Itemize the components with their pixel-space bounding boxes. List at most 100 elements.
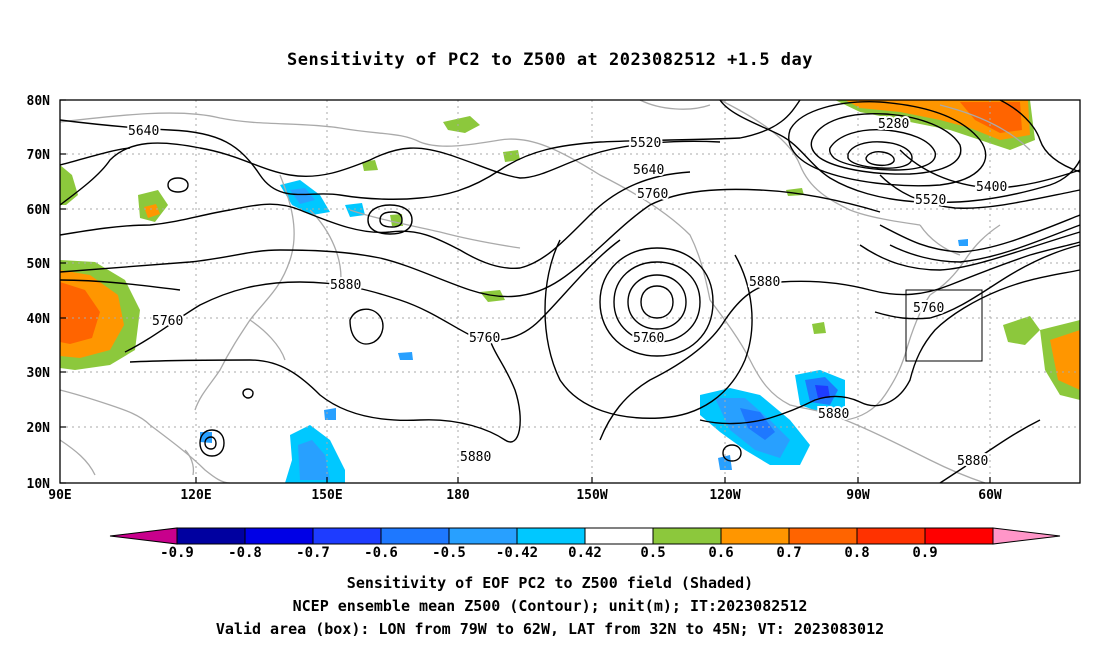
contour-low-ring-3 — [627, 274, 687, 330]
tick-marks — [60, 99, 991, 484]
contour-west-2 — [59, 279, 181, 291]
shade-blue-small-3 — [718, 455, 732, 470]
colorbar-arrow-high — [992, 527, 1061, 545]
contour-label-5640-mid: 5640 — [633, 163, 664, 178]
contour-low-ring-4 — [640, 285, 674, 319]
contour-label-5880-gulf: 5880 — [818, 407, 849, 422]
shade-blue-small-4 — [958, 239, 968, 246]
contour-5640-south — [59, 171, 691, 270]
caption-shaded: Sensitivity of EOF PC2 to Z500 field (Sh… — [346, 574, 754, 592]
contour-bering-ring — [367, 204, 413, 235]
lat-label: 40N — [27, 312, 51, 327]
contour-arctic-ring-3 — [828, 128, 936, 171]
colorbar-segment — [720, 527, 790, 545]
contour-5640-north — [59, 99, 801, 200]
contour-atl-5880 — [939, 419, 1041, 484]
contour-label-5880-atl: 5880 — [957, 454, 988, 469]
contour-5880-south — [129, 339, 521, 443]
lon-label: 90E — [48, 488, 71, 503]
contour-5880-gulf — [699, 269, 1081, 425]
shade-blue-gulf-3 — [815, 385, 830, 398]
shade-asia-red — [60, 282, 100, 344]
colorbar-label: 0.42 — [568, 545, 602, 561]
colorbar-label: 0.6 — [708, 545, 733, 561]
lat-label: 10N — [27, 477, 51, 492]
colorbar-arrow-low — [109, 527, 178, 545]
colorbar-label: 0.5 — [640, 545, 665, 561]
contour-small-ring — [167, 177, 189, 193]
contour-arctic-ring-5 — [865, 151, 895, 167]
map-figure: 5640 5520 5640 5760 5280 5400 5520 5880 … — [27, 94, 1081, 561]
contour-label-5760-box: 5760 — [913, 301, 944, 316]
colorbar-segment — [244, 527, 314, 545]
contour-label-5760-asia: 5760 — [152, 314, 183, 329]
colorbar-label: 0.8 — [844, 545, 869, 561]
lon-label: 90W — [846, 488, 870, 503]
shade-blue-small-1 — [398, 352, 413, 360]
longitude-labels: 90E 120E 150E 180 150W 120W 90W 60W — [48, 488, 1002, 503]
colorbar-labels: -0.9 -0.8 -0.7 -0.6 -0.5 -0.42 0.42 0.5 … — [160, 545, 938, 561]
shade-orange-patch-2 — [144, 204, 160, 218]
contour-label-5880-south: 5880 — [460, 450, 491, 465]
colorbar-segment — [380, 527, 450, 545]
z500-contours — [59, 99, 1081, 484]
colorbar-label: -0.7 — [296, 545, 330, 561]
contour-arctic-outer — [719, 99, 1081, 204]
shade-green-patch-4 — [503, 150, 520, 162]
lon-label: 60W — [978, 488, 1002, 503]
caption-valid-area: Valid area (box): LON from 79W to 62W, L… — [215, 620, 885, 638]
contour-label-5880-na: 5880 — [749, 275, 780, 290]
caption-contour: NCEP ensemble mean Z500 (Contour); unit(… — [292, 597, 808, 615]
shade-arctic-east-red — [960, 102, 1022, 133]
shade-atl-orange — [1050, 330, 1080, 390]
colorbar-label: 0.9 — [912, 545, 937, 561]
contour-label-5640-west: 5640 — [128, 124, 159, 139]
colorbar-label: 0.7 — [776, 545, 801, 561]
colorbar-segment — [176, 527, 246, 545]
sensitivity-shading — [60, 100, 1080, 483]
colorbar-segment — [788, 527, 858, 545]
graticule — [60, 100, 1080, 483]
colorbar-segment — [516, 527, 586, 545]
lat-label: 20N — [27, 421, 51, 436]
shade-green-patch-5 — [362, 160, 378, 171]
lon-label: 120W — [709, 488, 740, 503]
contour-label-5760-low: 5760 — [633, 331, 664, 346]
lat-label: 60N — [27, 203, 51, 218]
contour-arctic-outer-2 — [999, 99, 1081, 173]
contour-south-ring-3 — [722, 444, 742, 462]
contour-low-ring-1 — [599, 247, 714, 357]
contour-5520-east — [879, 174, 1081, 209]
lat-label: 80N — [27, 94, 51, 109]
shade-blue-kamchatka-2 — [290, 188, 315, 204]
contour-5880-pacific — [124, 239, 621, 353]
lat-label: 30N — [27, 366, 51, 381]
map-frame — [59, 99, 1081, 484]
contour-label-5280-arctic: 5280 — [878, 117, 909, 132]
lon-label: 180 — [446, 488, 470, 503]
colorbar-label: -0.42 — [496, 545, 538, 561]
colorbar-label: -0.5 — [432, 545, 466, 561]
colorbar-segment — [856, 527, 926, 545]
colorbar-label: -0.9 — [160, 545, 194, 561]
latitude-labels: 80N 70N 60N 50N 40N 30N 20N 10N — [27, 94, 51, 492]
lat-label: 70N — [27, 148, 51, 163]
contour-east-3 — [859, 231, 1081, 271]
contour-label-5760-trough: 5760 — [469, 331, 500, 346]
shade-blue-small-5 — [324, 408, 336, 420]
contour-east-2 — [889, 224, 1081, 263]
contour-label-5520-east: 5520 — [915, 193, 946, 208]
contour-labels: 5640 5520 5640 5760 5280 5400 5520 5880 … — [126, 115, 1009, 471]
contour-pacific-high-ring — [349, 308, 384, 345]
colorbar-segment — [924, 527, 994, 545]
contour-south-ring-2 — [204, 436, 217, 450]
lon-label: 120E — [180, 488, 211, 503]
contour-south-ring-1 — [199, 429, 225, 457]
contour-east-1 — [879, 214, 1081, 253]
contour-small-ring-2 — [242, 388, 254, 399]
shade-atl-green-2 — [1003, 316, 1040, 345]
contour-label-5760-mid: 5760 — [637, 187, 668, 202]
coastlines — [59, 99, 1031, 484]
valid-area-box — [905, 289, 983, 362]
contour-label-5880-pacific: 5880 — [330, 278, 361, 293]
